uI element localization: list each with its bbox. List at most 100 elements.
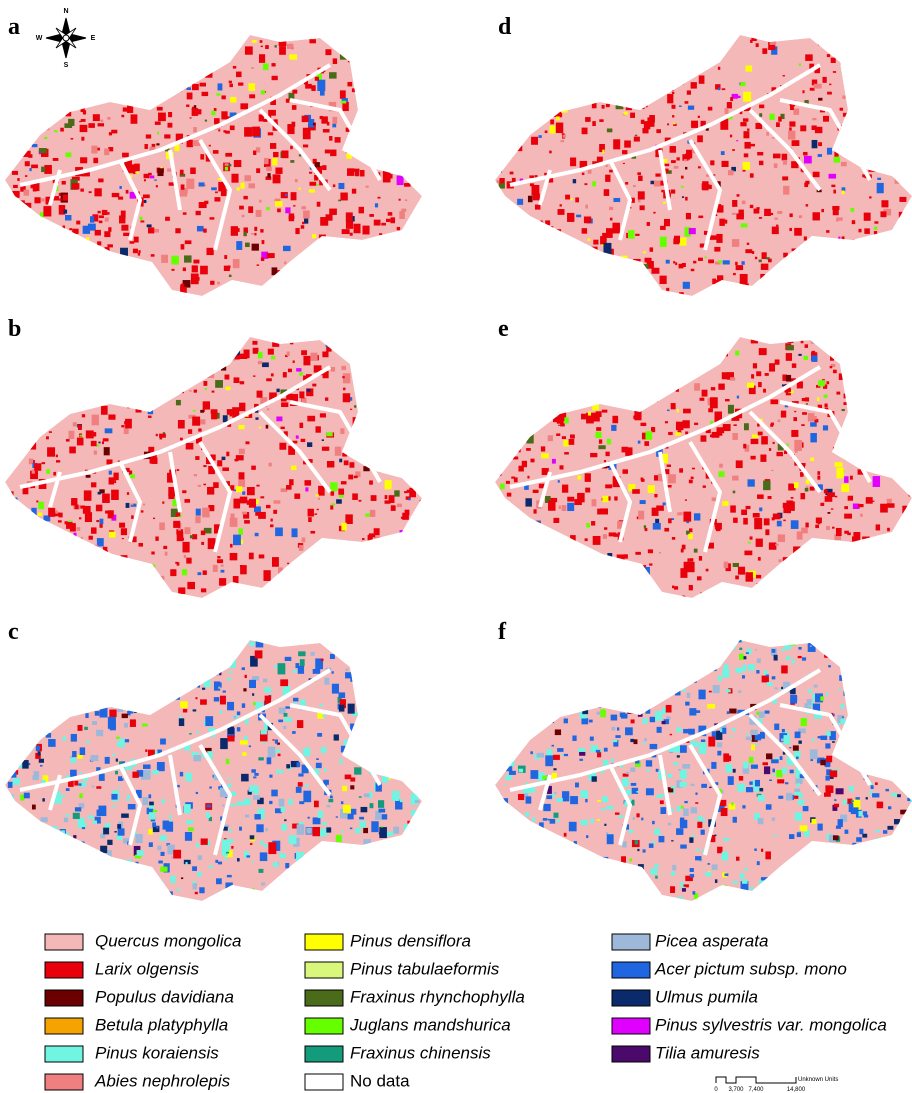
map-patch — [68, 897, 72, 902]
map-patch — [857, 118, 864, 129]
map-patch — [248, 206, 253, 213]
map-patch — [826, 526, 830, 530]
map-patch — [267, 253, 275, 258]
map-patch — [97, 96, 100, 100]
map-patch — [513, 845, 518, 849]
map-patch — [11, 126, 19, 131]
map-patch — [843, 845, 847, 850]
map-patch — [368, 89, 376, 99]
map-patch — [642, 571, 648, 578]
map-patch — [571, 364, 576, 368]
map-patch — [173, 354, 178, 356]
map-patch — [580, 790, 587, 798]
map-patch — [603, 675, 609, 683]
map-patch — [178, 587, 185, 594]
map-patch — [401, 371, 405, 376]
map-patch — [759, 507, 762, 511]
map-patch — [143, 194, 150, 198]
map-patch — [734, 298, 739, 305]
map-patch — [687, 562, 695, 572]
map-patch — [812, 140, 818, 148]
map-patch — [354, 476, 358, 479]
map-patch — [181, 341, 185, 344]
map-patch — [179, 901, 183, 906]
map-patch — [557, 748, 563, 752]
map-patch — [852, 130, 857, 133]
map-patch — [828, 850, 832, 852]
map-patch — [37, 367, 39, 369]
map-patch — [408, 268, 413, 271]
map-patch — [718, 67, 720, 70]
map-patch — [692, 598, 699, 604]
map-patch — [730, 377, 735, 380]
map-patch — [413, 523, 420, 528]
map-patch — [846, 335, 854, 346]
map-patch — [298, 642, 301, 645]
map-patch — [85, 892, 91, 897]
map-patch — [643, 251, 646, 253]
map-patch — [710, 160, 714, 165]
map-patch — [823, 116, 829, 122]
map-patch — [897, 416, 901, 419]
map-patch — [93, 357, 96, 361]
map-patch — [366, 259, 369, 263]
map-patch — [393, 827, 399, 834]
map-patch — [94, 451, 97, 455]
map-patch — [555, 729, 561, 735]
map-patch — [380, 467, 387, 472]
map-patch — [854, 374, 856, 377]
map-patch — [775, 544, 779, 546]
map-patch — [529, 71, 532, 74]
map-patch — [347, 82, 352, 86]
map-patch — [893, 78, 897, 81]
map-patch — [677, 645, 684, 649]
map-patch — [415, 681, 422, 685]
map-patch — [77, 725, 82, 731]
map-patch — [637, 849, 639, 851]
map-patch — [798, 647, 801, 650]
map-patch — [361, 552, 366, 555]
map-patch — [732, 200, 737, 207]
map-patch — [44, 706, 47, 711]
map-patch — [219, 578, 226, 586]
map-patch — [861, 95, 865, 100]
map-patch — [73, 835, 76, 838]
map-patch — [800, 125, 806, 131]
map-patch — [654, 494, 657, 497]
map-patch — [424, 482, 430, 487]
map-patch — [354, 224, 361, 234]
map-patch — [17, 892, 22, 898]
map-patch — [34, 288, 36, 291]
map-patch — [530, 676, 538, 684]
map-patch — [606, 92, 609, 96]
map-patch — [863, 151, 869, 158]
map-patch — [394, 63, 399, 69]
map-patch — [62, 702, 67, 705]
map-patch — [91, 441, 97, 446]
map-patch — [25, 161, 30, 166]
map-patch — [847, 532, 851, 535]
map-patch — [825, 743, 830, 748]
map-patch — [382, 874, 390, 879]
map-patch — [41, 716, 45, 720]
map-patch — [91, 146, 97, 154]
map-patch — [187, 93, 193, 100]
map-patch — [96, 445, 99, 447]
map-patch — [821, 209, 824, 212]
map-patch — [600, 897, 606, 902]
map-patch — [86, 286, 91, 290]
map-patch — [788, 638, 796, 646]
map-patch — [570, 293, 574, 297]
map-patch — [129, 644, 133, 650]
map-patch — [537, 353, 539, 356]
map-patch — [415, 438, 421, 443]
map-patch — [44, 229, 47, 233]
map-patch — [506, 848, 512, 853]
map-patch — [328, 576, 335, 585]
map-patch — [863, 811, 867, 815]
map-patch — [570, 348, 576, 352]
map-patch — [779, 635, 785, 638]
map-patch — [499, 537, 503, 541]
map-patch — [537, 394, 542, 398]
map-patch — [281, 402, 288, 407]
